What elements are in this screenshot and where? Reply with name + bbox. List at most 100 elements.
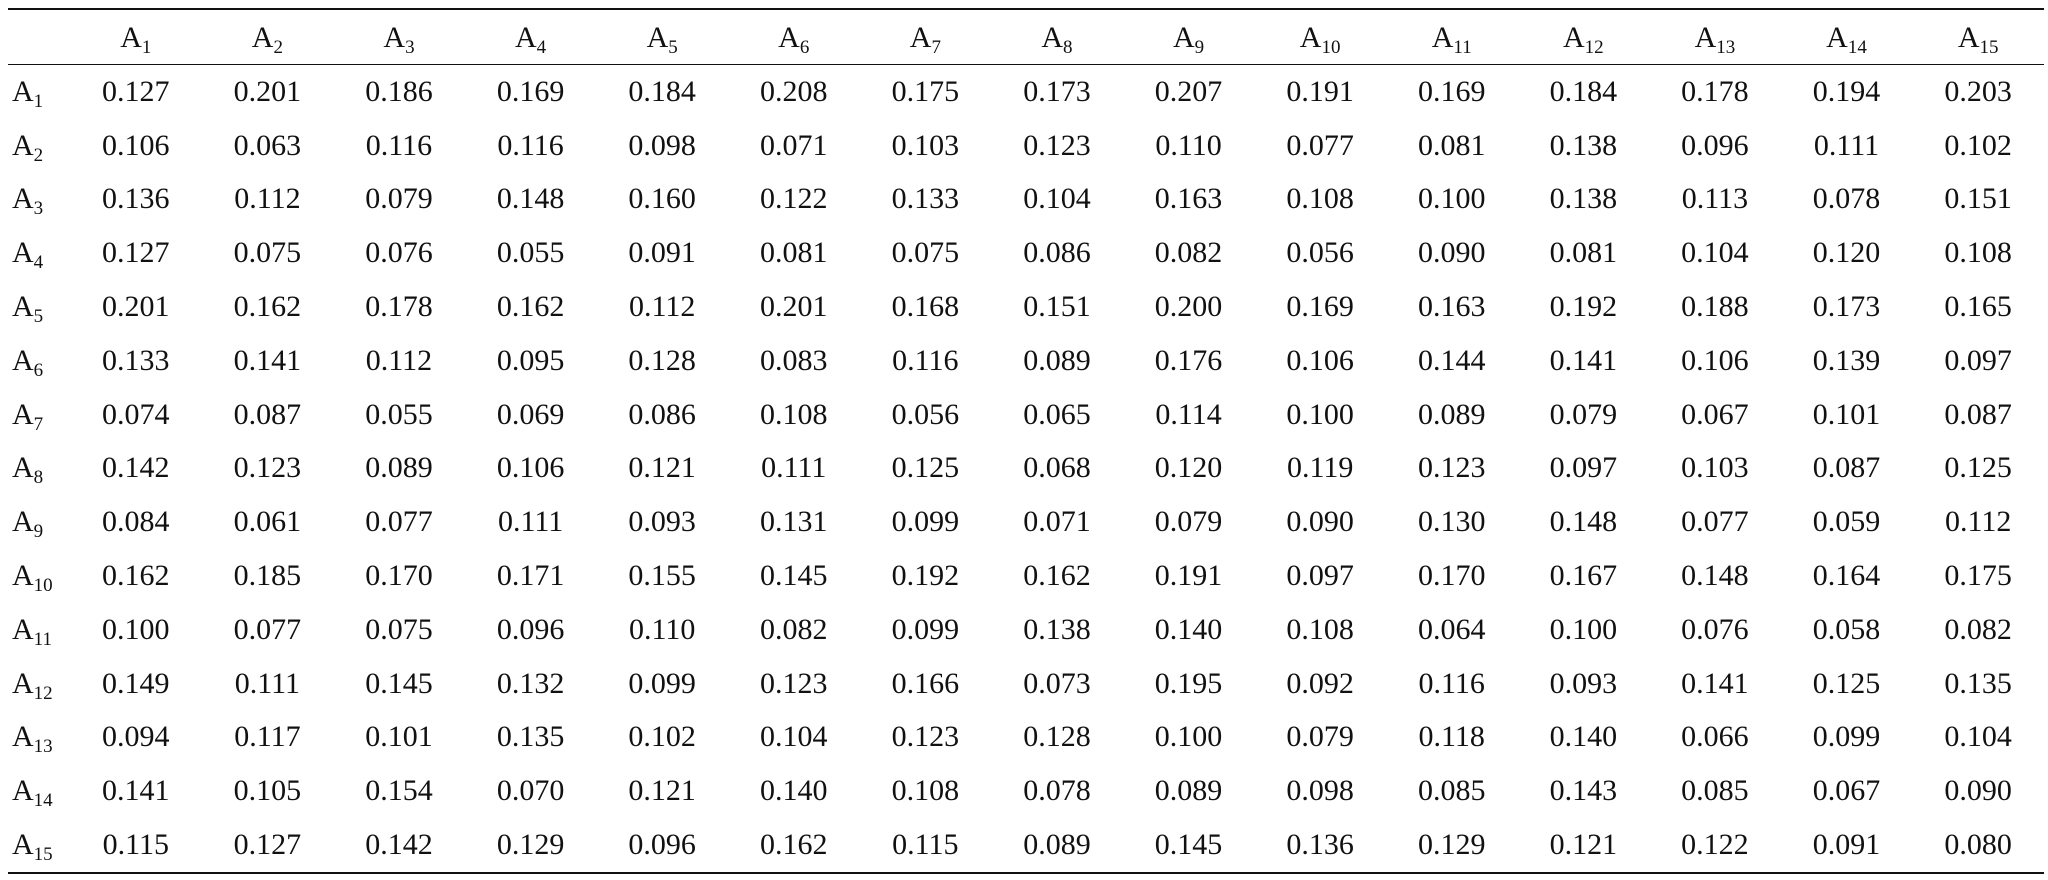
- table-cell: 0.087: [1944, 397, 2012, 431]
- column-header: A12: [1518, 9, 1650, 65]
- table-row: A5 0.201 0.162 0.178 0.162 0.112 0.201 0.168 0.1…: [8, 280, 2044, 334]
- column-header: A8: [991, 9, 1123, 65]
- table-cell: 0.119: [1286, 451, 1354, 485]
- table-cell: 0.110: [628, 612, 696, 646]
- table-cell: 0.104: [1944, 720, 2012, 754]
- table-cell: 0.070: [496, 774, 565, 808]
- table-cell: 0.140: [760, 774, 828, 808]
- matrix-table-container: A1 A2 A3 A4 A5 A6 A7 A8 A9 A10 A11 A12 A13 A14 A15 A1 0…: [8, 8, 2044, 874]
- row-header: A12: [8, 657, 70, 711]
- table-cell: 0.108: [891, 774, 960, 808]
- table-cell: 0.098: [628, 128, 696, 162]
- table-cell: 0.127: [102, 236, 170, 270]
- table-cell: 0.108: [1286, 612, 1354, 646]
- table-cell: 0.114: [1155, 397, 1222, 431]
- table-cell: 0.094: [102, 720, 170, 754]
- table-cell: 0.091: [628, 236, 696, 270]
- column-header: A9: [1123, 9, 1255, 65]
- table-cell: 0.185: [233, 559, 302, 593]
- table-cell: 0.122: [760, 182, 828, 216]
- table-cell: 0.123: [1023, 128, 1091, 162]
- row-header: A6: [8, 334, 70, 388]
- table-cell: 0.077: [365, 505, 433, 539]
- table-cell: 0.064: [1417, 612, 1486, 646]
- table-cell: 0.116: [892, 343, 959, 377]
- table-cell: 0.141: [1681, 666, 1749, 700]
- row-header-subscript: 8: [33, 467, 44, 489]
- table-cell: 0.195: [1154, 666, 1223, 700]
- table-cell: 0.143: [1549, 774, 1618, 808]
- table-cell: 0.103: [1681, 451, 1749, 485]
- table-cell: 0.090: [1417, 236, 1486, 270]
- table-row: A10 0.162 0.185 0.170 0.171 0.155 0.145 0.192 0.…: [8, 549, 2044, 603]
- column-header: A7: [860, 9, 992, 65]
- table-cell: 0.099: [891, 612, 960, 646]
- table-cell: 0.093: [1549, 666, 1618, 700]
- table-cell: 0.099: [1812, 720, 1881, 754]
- column-header: A15: [1912, 9, 2044, 65]
- row-header: A14: [8, 764, 70, 818]
- table-cell: 0.087: [1812, 451, 1881, 485]
- column-header-subscript: 9: [1194, 37, 1205, 58]
- table-cell: 0.079: [1154, 505, 1223, 539]
- table-cell: 0.149: [102, 666, 170, 700]
- table-cell: 0.108: [760, 397, 828, 431]
- row-header-subscript: 9: [33, 521, 44, 543]
- table-cell: 0.061: [233, 505, 302, 539]
- table-cell: 0.100: [1154, 720, 1223, 754]
- table-cell: 0.175: [1944, 559, 2012, 593]
- table-cell: 0.074: [102, 397, 170, 431]
- table-cell: 0.090: [1286, 505, 1354, 539]
- table-cell: 0.098: [1286, 774, 1354, 808]
- table-cell: 0.122: [1681, 828, 1749, 862]
- table-cell: 0.140: [1154, 612, 1223, 646]
- table-cell: 0.148: [1549, 505, 1618, 539]
- column-header: A3: [333, 9, 465, 65]
- column-header: A13: [1649, 9, 1781, 65]
- table-cell: 0.121: [628, 451, 696, 485]
- table-cell: 0.106: [1286, 343, 1354, 377]
- table-cell: 0.136: [102, 182, 170, 216]
- column-header: A6: [728, 9, 860, 65]
- column-header: [8, 9, 70, 65]
- table-cell: 0.111: [497, 505, 564, 539]
- table-cell: 0.112: [1944, 505, 2012, 539]
- table-cell: 0.102: [1944, 128, 2012, 162]
- column-header-base: A: [1172, 21, 1195, 54]
- table-cell: 0.089: [1154, 774, 1223, 808]
- table-cell: 0.067: [1812, 774, 1881, 808]
- table-cell: 0.058: [1812, 612, 1881, 646]
- column-header-base: A: [251, 21, 274, 54]
- table-cell: 0.112: [365, 343, 433, 377]
- column-header-base: A: [1431, 21, 1454, 54]
- table-cell: 0.078: [1023, 774, 1091, 808]
- table-cell: 0.186: [365, 74, 433, 108]
- table-cell: 0.101: [365, 720, 433, 754]
- table-cell: 0.141: [233, 343, 302, 377]
- table-cell: 0.096: [496, 612, 565, 646]
- table-cell: 0.080: [1944, 828, 2012, 862]
- table-cell: 0.108: [1286, 182, 1354, 216]
- table-cell: 0.138: [1549, 182, 1618, 216]
- column-header-base: A: [514, 21, 537, 54]
- table-cell: 0.168: [891, 290, 960, 324]
- table-cell: 0.055: [496, 236, 565, 270]
- matrix-table: A1 A2 A3 A4 A5 A6 A7 A8 A9 A10 A11 A12 A13 A14 A15 A1 0…: [8, 8, 2044, 874]
- table-cell: 0.203: [1944, 74, 2012, 108]
- column-header: A5: [596, 9, 728, 65]
- table-cell: 0.071: [1023, 505, 1091, 539]
- row-header-subscript: 7: [33, 413, 44, 435]
- table-cell: 0.138: [1023, 612, 1091, 646]
- table-row: A15 0.115 0.127 0.142 0.129 0.096 0.162 0.115 0.…: [8, 818, 2044, 873]
- column-header-base: A: [1826, 21, 1848, 54]
- table-cell: 0.173: [1023, 74, 1091, 108]
- table-cell: 0.171: [496, 559, 565, 593]
- table-cell: 0.129: [1417, 828, 1486, 862]
- table-row: A7 0.074 0.087 0.055 0.069 0.086 0.108 0.056 0.0…: [8, 388, 2044, 442]
- table-cell: 0.103: [891, 128, 960, 162]
- table-cell: 0.106: [102, 128, 170, 162]
- table-row: A8 0.142 0.123 0.089 0.106 0.121 0.111 0.125 0.0…: [8, 442, 2044, 496]
- table-cell: 0.120: [1812, 236, 1881, 270]
- column-header-base: A: [646, 21, 669, 54]
- table-cell: 0.123: [1417, 451, 1486, 485]
